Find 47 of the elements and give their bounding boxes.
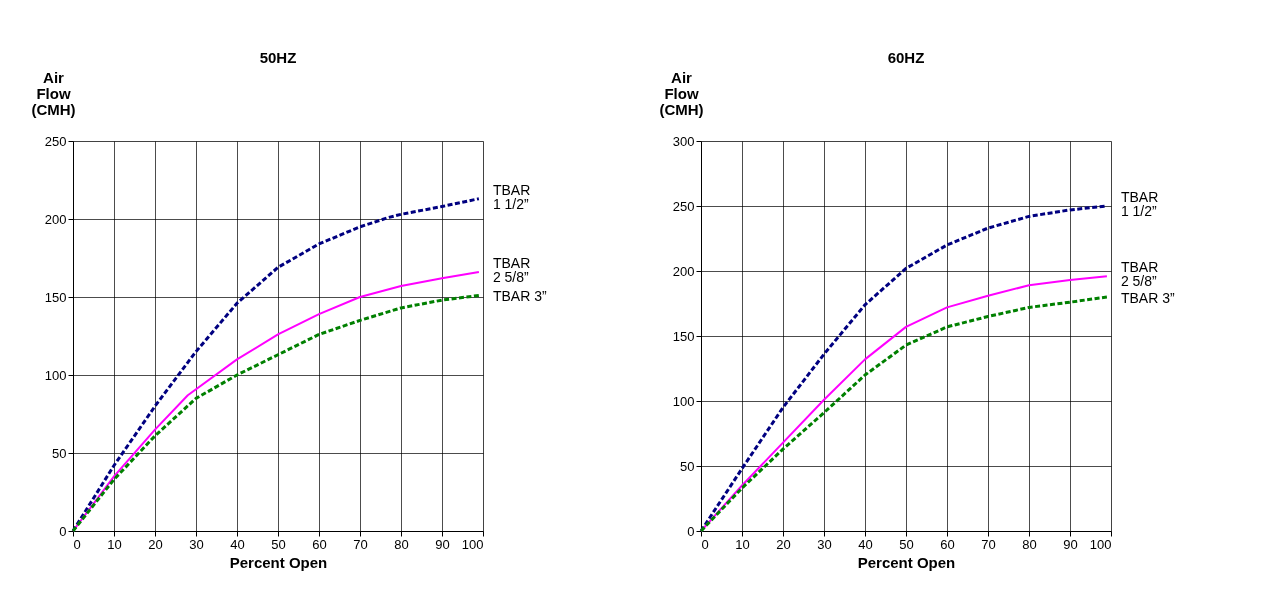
- x-tick-label: 40: [858, 536, 873, 552]
- x-tick-label: 20: [148, 536, 163, 552]
- series-label: TBAR 3”: [492, 288, 547, 305]
- x-tick-label: 80: [1022, 536, 1037, 552]
- x-tick-label: 100: [1089, 536, 1112, 552]
- x-tick-label: 10: [735, 536, 750, 552]
- y-tick-label: 250: [672, 198, 695, 214]
- x-tick-label: 0: [73, 536, 81, 552]
- x-tick-label: 10: [107, 536, 122, 552]
- y-tick-label: 300: [672, 133, 695, 149]
- series-label: TBAR 2 5/8”: [492, 255, 531, 286]
- y-axis-title: Air Flow (CMH): [659, 68, 704, 118]
- y-tick-label: 150: [672, 328, 695, 344]
- series-label: TBAR 3”: [1120, 290, 1175, 306]
- x-tick-label: 40: [230, 536, 245, 552]
- y-tick-label: 50: [52, 445, 67, 461]
- y-tick-label: 200: [44, 211, 67, 227]
- chart-title: 50HZ: [259, 49, 297, 66]
- y-tick-label: 150: [44, 289, 67, 305]
- y-tick-label: 50: [680, 458, 695, 474]
- x-tick-label: 0: [701, 536, 709, 552]
- x-tick-label: 70: [981, 536, 996, 552]
- y-tick-label: 0: [59, 523, 67, 539]
- y-tick-label: 0: [687, 523, 695, 539]
- y-axis-title: Air Flow (CMH): [31, 68, 76, 118]
- x-tick-label: 30: [189, 536, 204, 552]
- x-tick-label: 50: [899, 536, 914, 552]
- x-tick-label: 50: [271, 536, 286, 552]
- y-tick-label: 100: [672, 393, 695, 409]
- y-tick-label: 100: [44, 367, 67, 383]
- x-tick-label: 60: [312, 536, 327, 552]
- x-tick-label: 80: [394, 536, 409, 552]
- x-tick-label: 20: [776, 536, 791, 552]
- x-tick-label: 90: [435, 536, 450, 552]
- y-tick-label: 200: [672, 263, 695, 279]
- series-label: TBAR 2 5/8”: [1120, 259, 1159, 290]
- x-tick-label: 100: [461, 536, 484, 552]
- x-tick-label: 30: [817, 536, 832, 552]
- series-label: TBAR 1 1/2”: [492, 181, 531, 212]
- chart-title: 60HZ: [887, 49, 925, 66]
- x-tick-label: 60: [940, 536, 955, 552]
- y-tick-label: 250: [44, 133, 67, 149]
- x-tick-label: 90: [1063, 536, 1078, 552]
- x-axis-title: Percent Open: [857, 553, 956, 571]
- series-label: TBAR 1 1/2”: [1120, 189, 1159, 219]
- x-tick-label: 70: [353, 536, 368, 552]
- x-axis-title: Percent Open: [229, 553, 328, 571]
